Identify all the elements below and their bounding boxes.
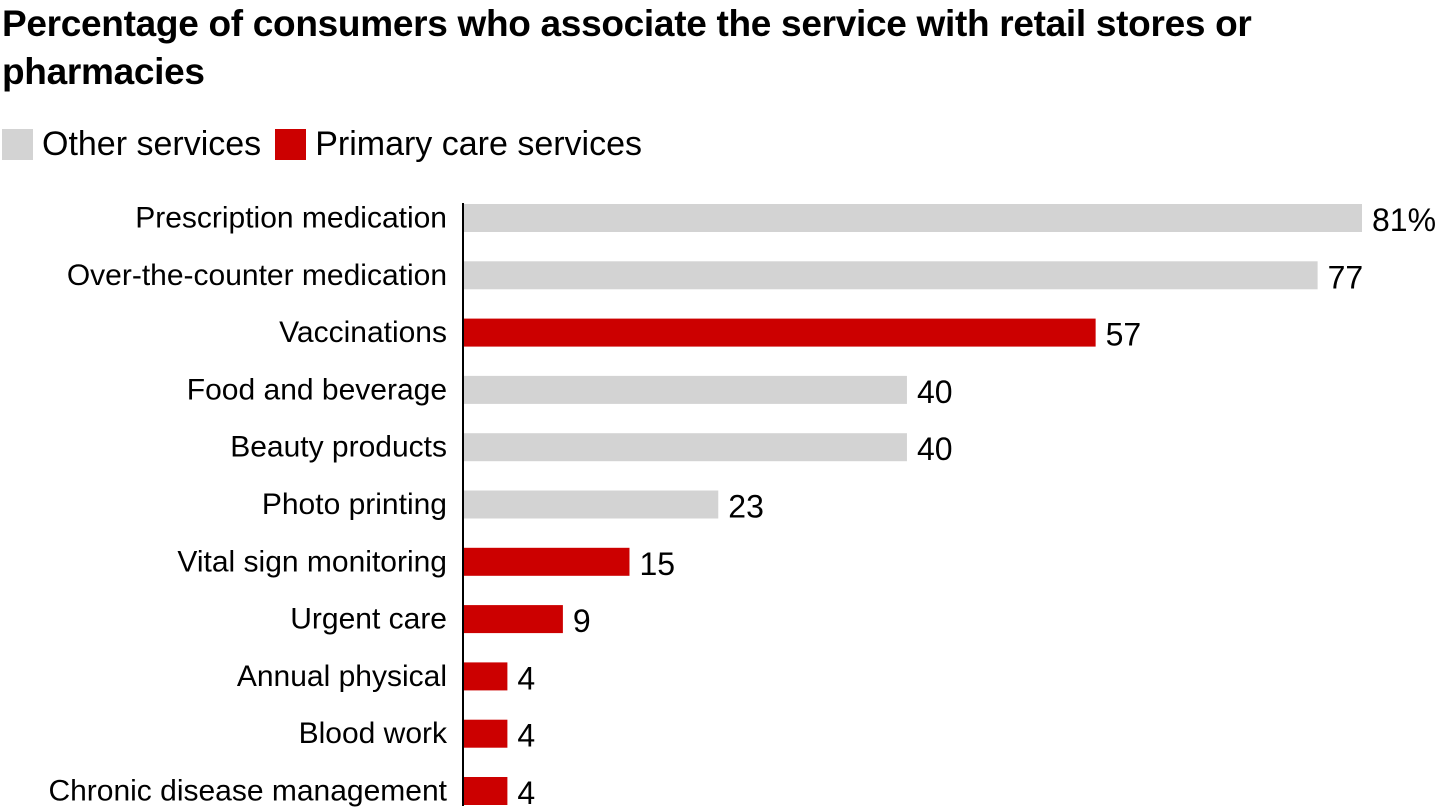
legend: Other services Primary care services	[2, 122, 656, 166]
legend-item-primary-care-services: Primary care services	[275, 125, 642, 164]
bar	[463, 662, 508, 691]
category-label: Chronic disease management	[48, 775, 447, 808]
bar	[463, 433, 907, 462]
category-label: Photo printing	[262, 488, 447, 521]
bar	[463, 605, 563, 634]
value-label: 15	[639, 546, 675, 582]
category-label: Over-the-counter medication	[67, 259, 447, 292]
bar	[463, 719, 508, 748]
bar	[463, 204, 1362, 232]
value-label: 40	[917, 374, 953, 410]
bars-group: Prescription medication 81% Over-the-count…	[48, 202, 1436, 810]
category-label: Food and beverage	[187, 373, 447, 406]
category-label: Urgent care	[290, 603, 447, 636]
bar	[463, 777, 508, 805]
value-label: 9	[573, 603, 591, 639]
value-label: 40	[917, 431, 953, 467]
value-label: 77	[1328, 259, 1364, 295]
value-label: 4	[517, 660, 535, 696]
bar	[463, 318, 1096, 347]
category-label: Vaccinations	[279, 316, 447, 349]
value-label: 81%	[1372, 202, 1436, 238]
bar	[463, 375, 907, 404]
category-label: Prescription medication	[135, 202, 447, 235]
bar	[463, 261, 1318, 290]
category-label: Blood work	[299, 717, 448, 750]
legend-label-primary-care-services: Primary care services	[315, 124, 643, 163]
value-label: 23	[728, 489, 764, 525]
legend-swatch-other-services	[2, 128, 33, 160]
value-label: 4	[517, 775, 535, 810]
category-label: Beauty products	[230, 431, 447, 464]
legend-label-other-services: Other services	[42, 124, 262, 163]
legend-item-other-services: Other services	[2, 125, 261, 164]
bar	[463, 490, 719, 519]
bar	[463, 547, 630, 576]
chart-title: Percentage of consumers who associate th…	[2, 3, 1252, 92]
value-label: 57	[1106, 317, 1142, 353]
category-label: Annual physical	[237, 660, 447, 693]
category-label: Vital sign monitoring	[177, 545, 447, 578]
value-label: 4	[517, 718, 535, 754]
legend-swatch-primary-care-services	[275, 128, 307, 160]
